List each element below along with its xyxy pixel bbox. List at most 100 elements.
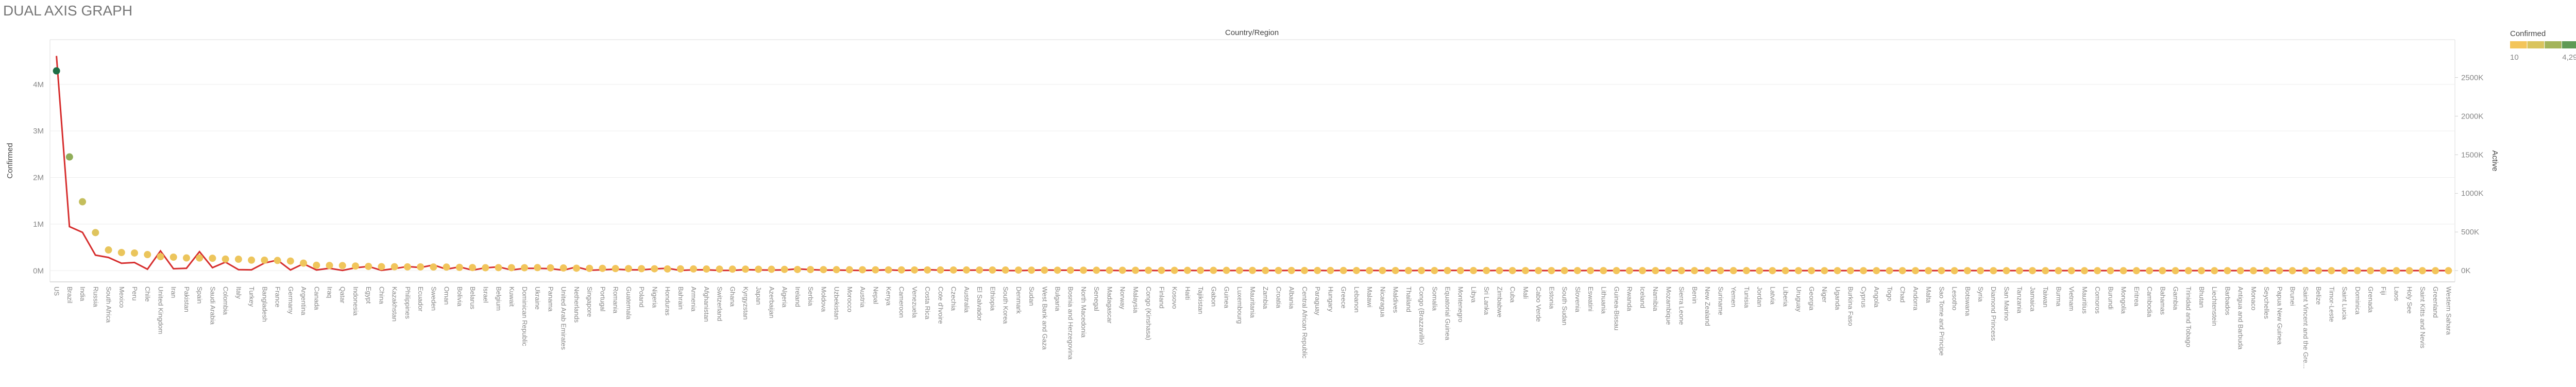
confirmed-dot — [1041, 266, 1048, 274]
confirmed-dot — [300, 259, 308, 267]
y2-tick-label: 2500K — [2461, 73, 2483, 82]
confirmed-dot — [1704, 267, 1711, 275]
confirmed-dot — [1652, 267, 1659, 275]
confirmed-dot — [65, 153, 73, 161]
confirmed-dot — [768, 265, 775, 273]
x-tick-label: Cyprus — [1860, 287, 1868, 308]
x-tick-label: Japan — [755, 287, 762, 305]
x-tick-label: Sri Lanka — [1483, 287, 1490, 315]
confirmed-dot — [690, 265, 698, 273]
x-tick-label: Slovenia — [1574, 287, 1582, 313]
x-tick-label: Nigeria — [651, 287, 658, 308]
confirmed-dot — [2224, 267, 2231, 275]
x-tick-label: Mongolia — [2120, 287, 2128, 314]
confirmed-dot — [2341, 267, 2348, 275]
x-tick-label: Greenland — [2432, 287, 2439, 318]
confirmed-dot — [1418, 267, 1426, 275]
x-tick-label: Yemen — [1730, 287, 1738, 307]
confirmed-dot — [338, 262, 346, 270]
confirmed-dot — [1275, 266, 1282, 274]
confirmed-dot — [1561, 267, 1568, 275]
x-tick-label: Cuba — [1509, 287, 1517, 303]
x-tick-label: Pakistan — [183, 287, 191, 312]
x-tick-label: Bangladesh — [261, 287, 268, 322]
confirmed-dot — [1990, 267, 1997, 275]
confirmed-dot — [1093, 266, 1100, 274]
confirmed-dot — [1821, 267, 1828, 275]
x-tick-label: Bulgaria — [1054, 287, 1062, 311]
confirmed-dot — [1573, 267, 1581, 275]
confirmed-dot — [872, 266, 879, 274]
x-tick-label: Romania — [612, 287, 620, 314]
x-tick-label: Argentina — [300, 287, 308, 315]
x-tick-label: Croatia — [1275, 287, 1282, 309]
confirmed-dot — [1677, 267, 1685, 275]
x-tick-label: Uzbekistan — [833, 287, 841, 319]
x-tick-label: Eswatini — [1587, 287, 1595, 312]
confirmed-dot — [1404, 267, 1412, 275]
x-tick-label: Georgia — [1808, 287, 1816, 311]
x-tick-label: Algeria — [781, 287, 789, 308]
confirmed-dot — [950, 266, 957, 274]
confirmed-dot — [79, 198, 87, 206]
x-tick-label: Iraq — [326, 287, 333, 298]
x-tick-label: Australia — [963, 287, 971, 313]
confirmed-dot — [1859, 267, 1867, 275]
y-tick-label: 3M — [33, 127, 44, 136]
x-tick-label: Germany — [287, 287, 295, 314]
confirmed-dot — [1690, 267, 1698, 275]
x-tick-label: North Macedonia — [1080, 287, 1088, 338]
x-tick-label: Mali — [1522, 287, 1530, 299]
x-tick-label: Liechtenstein — [2211, 287, 2218, 326]
y2-tick-label: 1500K — [2461, 150, 2483, 159]
x-tick-label: Papua New Guinea — [2276, 287, 2283, 345]
x-tick-label: Turkey — [248, 287, 256, 307]
y-tick-label: 0M — [33, 266, 44, 275]
x-tick-label: Holy See — [2406, 287, 2414, 314]
confirmed-dot — [2184, 267, 2192, 275]
confirmed-dot — [976, 266, 984, 274]
y2-tick-label: 2000K — [2461, 112, 2483, 121]
confirmed-dot — [326, 262, 333, 270]
confirmed-dot — [2393, 267, 2400, 275]
x-tick-label: Rwanda — [1626, 287, 1634, 311]
confirmed-dot — [937, 266, 944, 274]
confirmed-dot — [131, 249, 139, 257]
x-tick-label: Denmark — [1015, 287, 1023, 314]
confirmed-dot — [2301, 267, 2309, 275]
x-tick-label: South Korea — [1002, 287, 1010, 324]
confirmed-dot — [2263, 267, 2270, 275]
confirmed-dot — [105, 246, 112, 254]
confirmed-dot — [1118, 266, 1126, 274]
confirmed-dot — [1807, 267, 1815, 275]
confirmed-dot — [1613, 267, 1620, 275]
x-tick-label: Austria — [859, 287, 867, 308]
x-tick-label: Syria — [1977, 287, 1985, 302]
x-header: Country/Region — [1225, 28, 1279, 37]
confirmed-dot — [1911, 267, 1919, 275]
x-tick-label: United Arab Emirates — [560, 287, 568, 350]
x-tick-label: Ecuador — [417, 287, 425, 312]
x-tick-label: Belarus — [469, 287, 477, 310]
x-tick-label: Jordan — [1756, 287, 1764, 307]
x-tick-label: Peru — [131, 287, 139, 300]
x-tick-label: Kuwait — [508, 287, 516, 307]
x-tick-label: Nepal — [872, 287, 879, 304]
x-tick-label: Paraguay — [1314, 287, 1321, 315]
legend-title: Confirmed — [2510, 29, 2546, 38]
confirmed-dot — [716, 265, 723, 273]
confirmed-dot — [196, 254, 204, 262]
confirmed-dot — [572, 264, 580, 272]
x-tick-label: Lesotho — [1951, 287, 1959, 310]
x-tick-label: Ethiopia — [989, 287, 996, 311]
x-tick-label: Gambia — [2172, 287, 2180, 310]
confirmed-dot — [1197, 266, 1205, 274]
x-tick-label: Chile — [144, 287, 151, 302]
x-tick-label: Laos — [2393, 287, 2400, 301]
x-tick-label: Costa Rica — [924, 287, 931, 319]
x-tick-label: Comoros — [2094, 287, 2102, 314]
y-tick-label: 2M — [33, 174, 44, 182]
confirmed-dot — [1352, 266, 1360, 274]
x-tick-label: Canada — [313, 287, 320, 310]
